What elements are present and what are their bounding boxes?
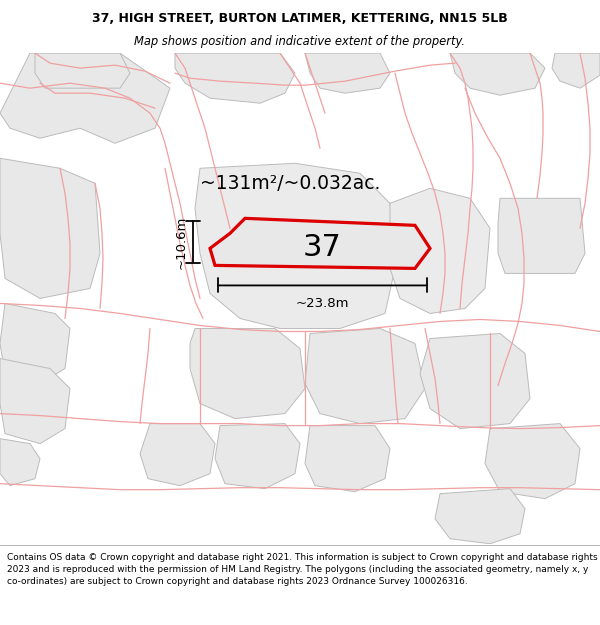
Polygon shape (498, 198, 585, 273)
Text: ~23.8m: ~23.8m (296, 298, 349, 311)
Polygon shape (215, 424, 300, 489)
Text: 37: 37 (302, 233, 341, 262)
Text: 37, HIGH STREET, BURTON LATIMER, KETTERING, NN15 5LB: 37, HIGH STREET, BURTON LATIMER, KETTERI… (92, 12, 508, 24)
Polygon shape (35, 53, 130, 88)
Polygon shape (195, 163, 395, 329)
Polygon shape (0, 53, 170, 143)
Text: ~10.6m: ~10.6m (175, 215, 187, 269)
Polygon shape (420, 334, 530, 429)
Polygon shape (175, 53, 295, 103)
Polygon shape (0, 158, 100, 298)
Polygon shape (305, 329, 425, 424)
Polygon shape (0, 439, 40, 486)
Polygon shape (0, 359, 70, 444)
Polygon shape (450, 53, 545, 95)
Polygon shape (552, 53, 600, 88)
Polygon shape (140, 424, 215, 486)
Polygon shape (305, 53, 390, 93)
Text: ~131m²/~0.032ac.: ~131m²/~0.032ac. (200, 174, 380, 192)
Polygon shape (190, 329, 305, 419)
Polygon shape (435, 489, 525, 544)
Polygon shape (305, 426, 390, 492)
Text: Map shows position and indicative extent of the property.: Map shows position and indicative extent… (134, 34, 466, 48)
Polygon shape (390, 188, 490, 314)
Text: Contains OS data © Crown copyright and database right 2021. This information is : Contains OS data © Crown copyright and d… (7, 554, 598, 586)
Polygon shape (485, 424, 580, 499)
Polygon shape (210, 218, 430, 268)
Polygon shape (0, 304, 70, 384)
